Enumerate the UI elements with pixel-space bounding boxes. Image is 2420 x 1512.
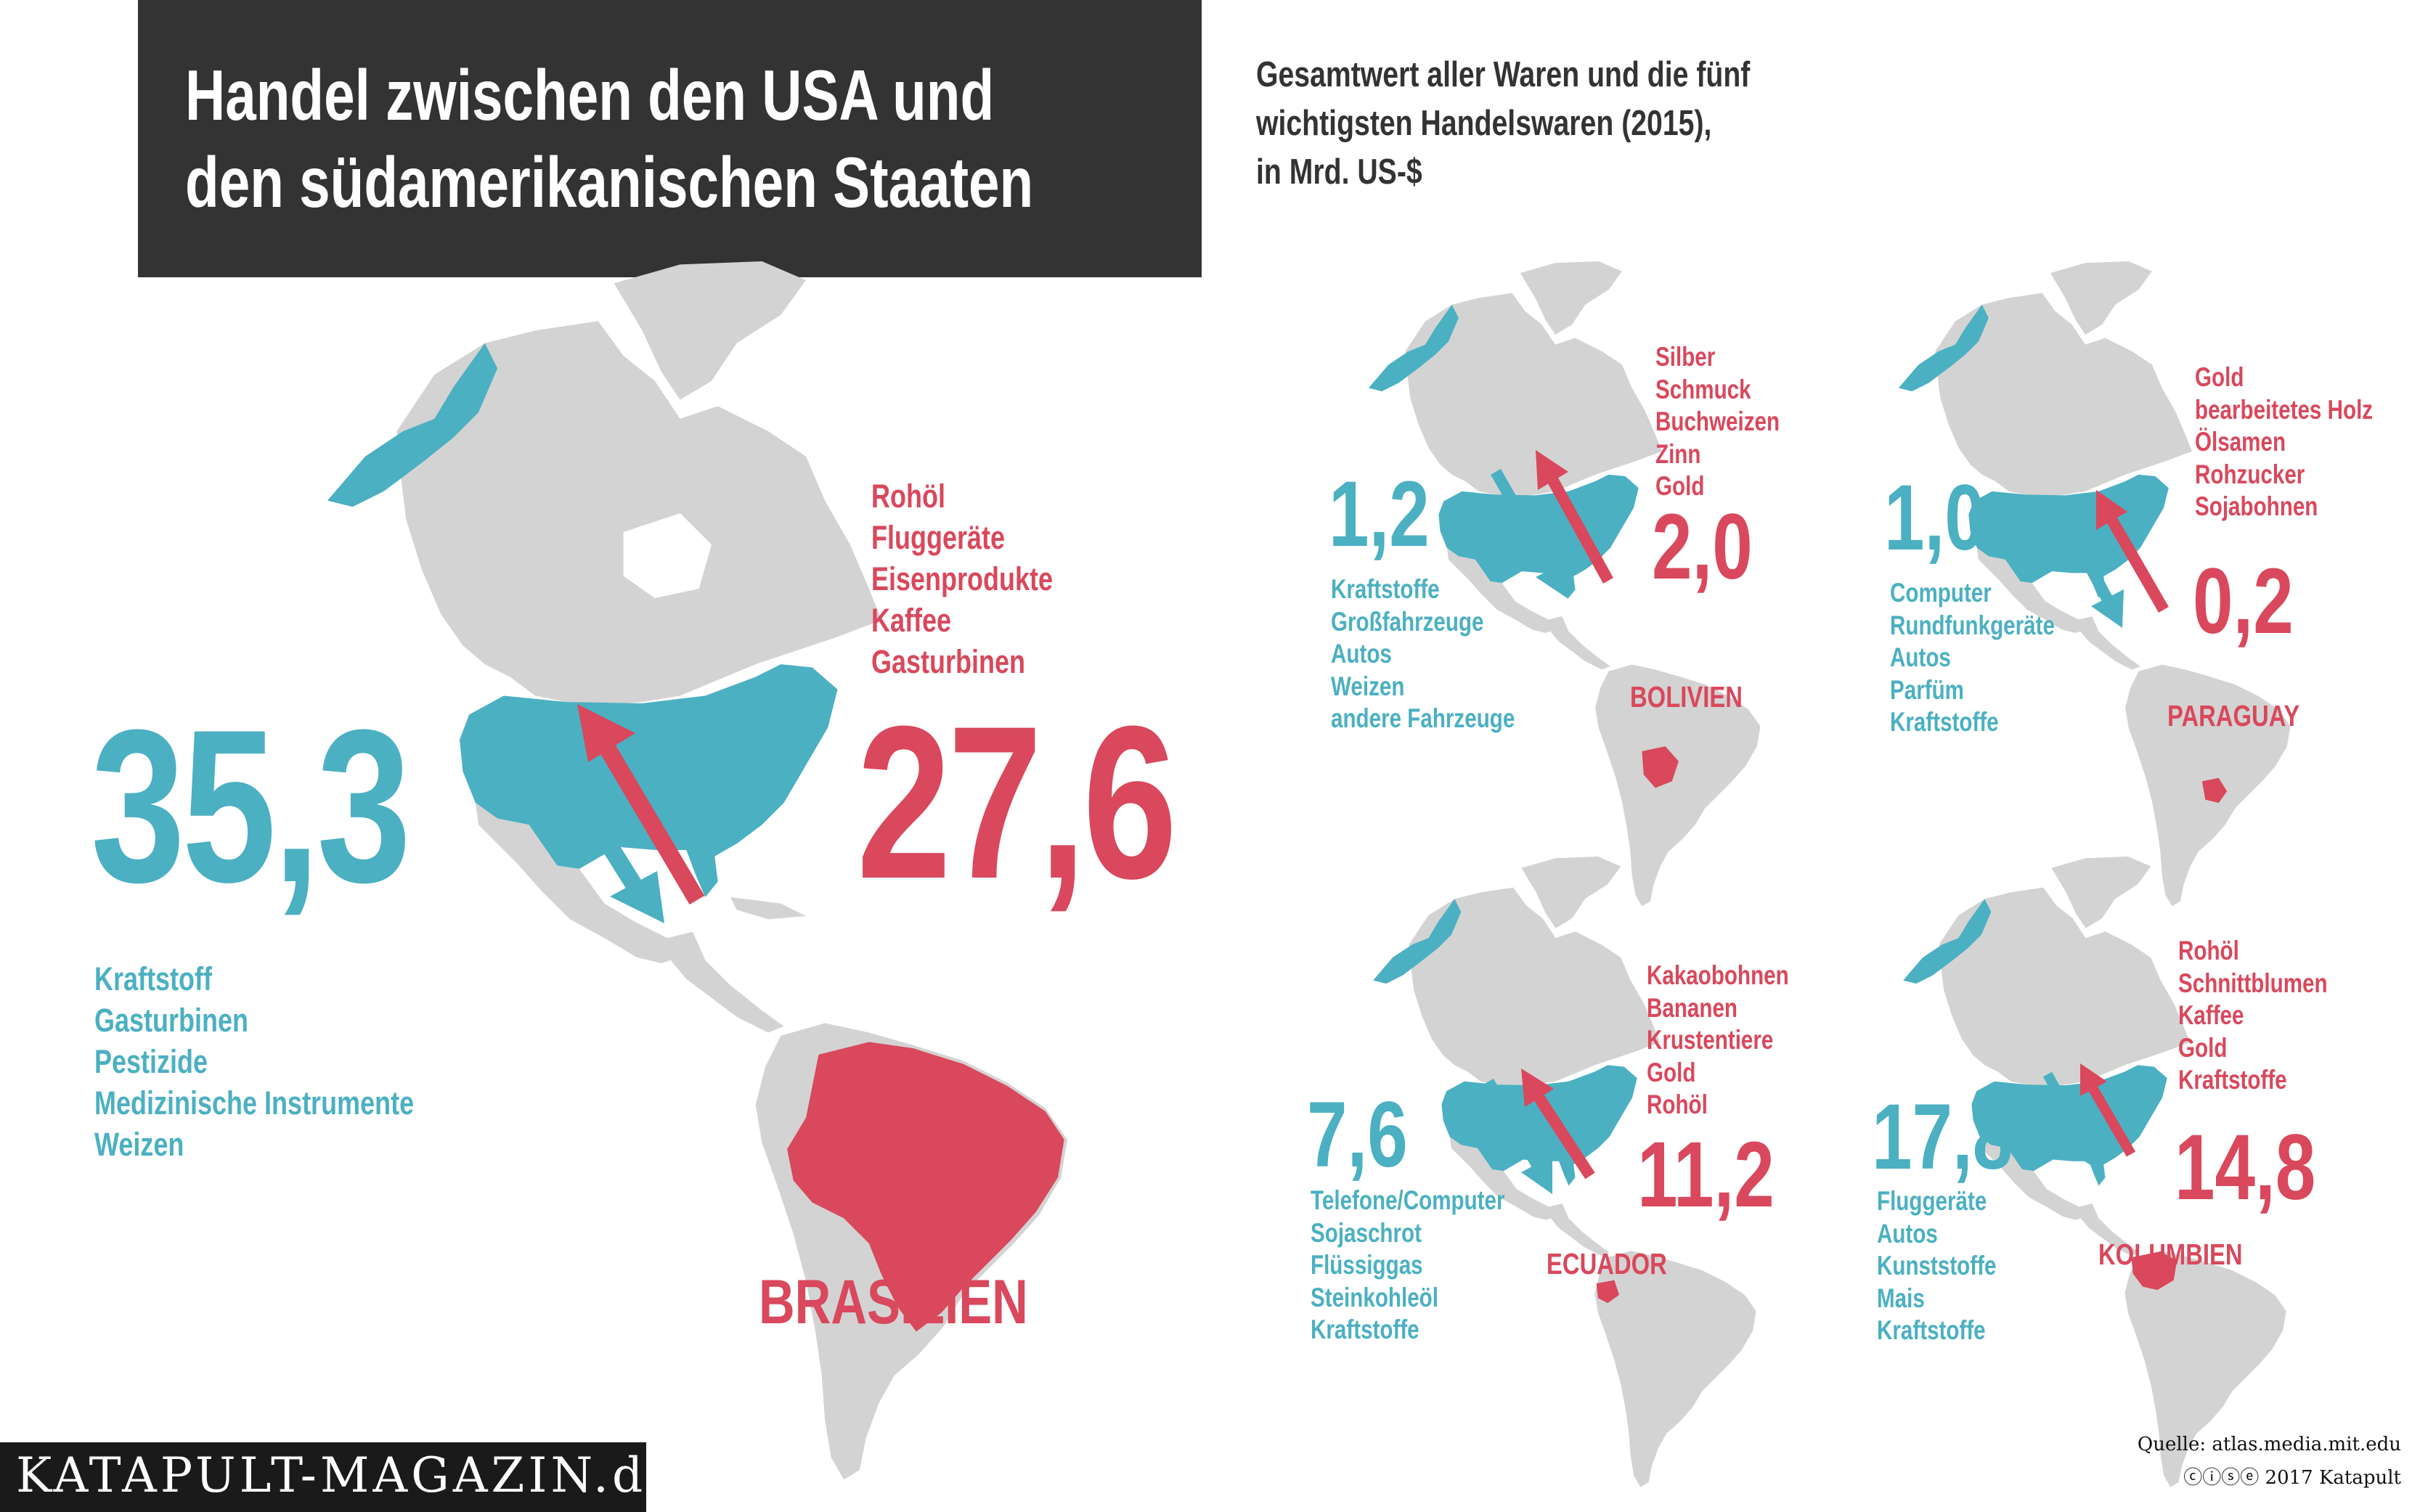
import-good: Schnittblumen [2178,968,2328,998]
country-label-kolumbien: KOLUMBIEN [2098,1238,2243,1271]
export-good: Kraftstoffe [1877,1315,1986,1345]
arrows-paraguay [2053,490,2169,628]
brazil-import-value: 27,6 [857,680,1177,924]
arrows-colombia [2042,1063,2136,1170]
country-label-brasilien: BRASILIEN [759,1267,1028,1337]
import-good: bearbeitetes Holz [2195,394,2374,425]
import-good: Ölsamen [2195,427,2286,457]
bolivia-export-value: 1,2 [1329,462,1430,566]
map-paraguay [1898,261,2291,907]
source-note: Quelle: atlas.media.mit.edu [2137,1434,2401,1455]
license-credit: ⓒⓘⓢⓔ 2017 Katapult [2183,1467,2401,1489]
import-good: Sojabohnen [2195,491,2318,521]
export-good: Flüssiggas [1311,1250,1423,1280]
brand-link[interactable]: KATAPULT-MAGAZIN.de [16,1447,679,1503]
import-good: Rohzucker [2195,459,2305,489]
subtitle-line3: in Mrd. US-$ [1256,152,1422,192]
export-good: Rundfunkgeräte [1890,610,2055,640]
colombia-import-value: 14,8 [2175,1116,2316,1219]
import-good: Rohöl [2178,936,2239,965]
import-good: Rohöl [1647,1090,1708,1119]
title-box [138,0,1202,277]
export-good: Kraftstoff [94,960,212,997]
export-good: Autos [1890,642,1951,672]
export-good: Pestizide [94,1043,208,1080]
import-good: Gold [2195,362,2244,392]
import-good: Bananen [1647,992,1738,1023]
import-good: Schmuck [1655,374,1751,404]
import-good: Silber [1655,342,1716,372]
ecuador-export-goods: Telefone/Computer Sojaschrot Flüssiggas … [1311,1185,1505,1347]
arrow-brazil-to-usa [577,704,705,905]
export-good: Telefone/Computer [1311,1185,1505,1215]
export-good: Weizen [1331,671,1405,701]
export-good: Steinkohleöl [1311,1282,1438,1312]
export-good: Parfüm [1890,674,1964,705]
arrows-brazil [522,704,705,923]
country-label-ecuador: ECUADOR [1547,1247,1667,1280]
brazil-export-goods: Kraftstoff Gasturbinen Pestizide Medizin… [94,958,414,1165]
import-good: Gasturbinen [871,643,1026,680]
import-good: Eisenprodukte [871,560,1054,597]
ecuador-import-value: 11,2 [1637,1123,1775,1227]
export-good: Großfahrzeuge [1331,606,1484,637]
export-good: Fluggeräte [1877,1186,1987,1216]
paraguay-import-value: 0,2 [2193,549,2294,653]
subtitle-line1: Gesamtwert aller Waren und die fünf [1256,55,1751,94]
page-title-line1: Handel zwischen den USA und [185,55,995,135]
map-brazil [327,261,1068,1480]
subtitle-line2: wichtigsten Handelswaren (2015), [1256,104,1712,143]
map-bolivia [1368,261,1761,907]
import-good: Buchweizen [1655,406,1780,436]
export-good: Kraftstoffe [1331,574,1440,604]
paraguay-import-goods: Gold bearbeitetes Holz Ölsamen Rohzucker… [2195,361,2373,523]
colombia-export-value: 17,8 [1872,1085,2013,1189]
import-good: Kaffee [2178,1000,2244,1030]
import-good: Kraftstoffe [2178,1065,2287,1095]
colombia-export-goods: Fluggeräte Autos Kunststoffe Mais Krafts… [1877,1185,1996,1347]
arrows-ecuador [1483,1068,1595,1194]
footer-bar [0,1442,646,1512]
import-good: Zinn [1655,438,1701,469]
export-good: Medizinische Instrumente [94,1084,415,1121]
export-good: Weizen [94,1126,184,1163]
brazil-import-goods: Rohöl Fluggeräte Eisenprodukte Kaffee Ga… [871,475,1053,682]
export-good: andere Fahrzeuge [1331,703,1515,733]
import-good: Kakaobohnen [1647,960,1789,990]
map-colombia [1903,857,2286,1487]
map-ecuador [1373,857,1756,1487]
export-good: Sojaschrot [1311,1217,1422,1248]
export-good: Kraftstoffe [1890,707,1999,737]
export-good: Autos [1331,639,1392,669]
paraguay-export-goods: Computer Rundfunkgeräte Autos Parfüm Kra… [1890,577,2055,739]
ecuador-export-value: 7,6 [1307,1083,1408,1187]
page-title-line2: den südamerikanischen Staaten [185,142,1034,222]
paraguay-export-value: 1,0 [1884,466,1985,570]
import-good: Fluggeräte [871,519,1006,556]
export-good: Computer [1890,578,1992,608]
export-good: Gasturbinen [94,1002,249,1039]
export-good: Autos [1877,1218,1938,1249]
import-good: Rohöl [871,478,945,515]
import-good: Krustentiere [1647,1025,1774,1055]
bolivia-export-goods: Kraftstoffe Großfahrzeuge Autos Weizen a… [1331,573,1515,735]
country-label-bolivien: BOLIVIEN [1630,680,1743,714]
ecuador-import-goods: Kakaobohnen Bananen Krustentiere Gold Ro… [1647,960,1789,1121]
export-good: Kraftstoffe [1311,1315,1419,1344]
bolivia-import-value: 2,0 [1652,495,1753,599]
colombia-import-goods: Rohöl Schnittblumen Kaffee Gold Kraftsto… [2178,935,2328,1097]
import-good: Gold [1647,1057,1696,1087]
export-good: Kunststoffe [1877,1251,1997,1280]
arrows-bolivia [1491,450,1614,599]
import-good: Gold [2178,1032,2228,1063]
country-label-paraguay: PARAGUAY [2167,699,2300,732]
import-good: Gold [1655,471,1705,501]
import-good: Kaffee [871,602,952,639]
bolivia-import-goods: Silber Schmuck Buchweizen Zinn Gold [1655,341,1780,503]
arrow-usa-to-brazil [522,714,664,923]
export-good: Mais [1877,1283,1925,1313]
brazil-export-value: 35,3 [91,684,411,928]
